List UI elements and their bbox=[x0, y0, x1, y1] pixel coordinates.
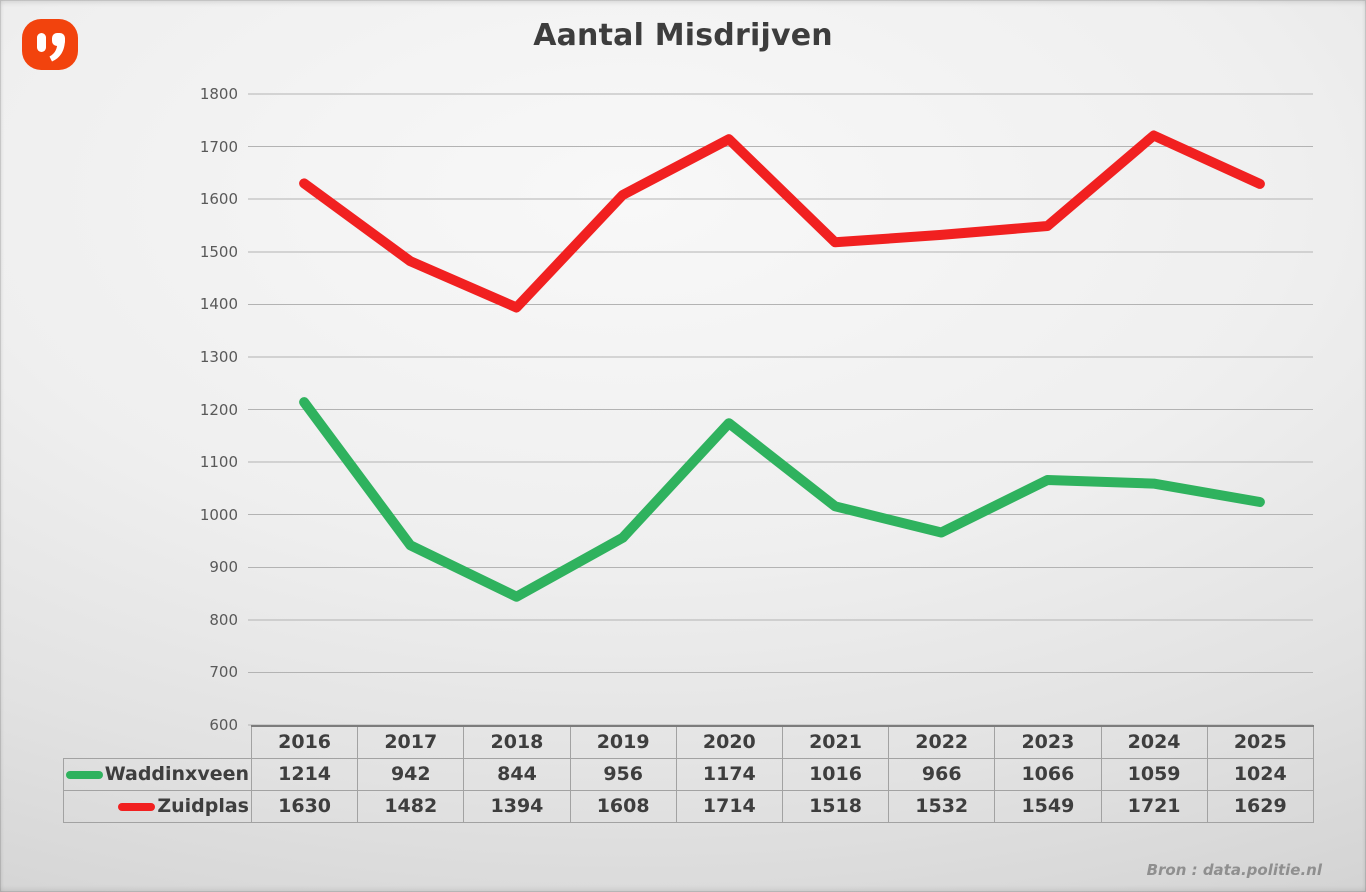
value-cell: 942 bbox=[357, 758, 465, 791]
series-line-zuidplas bbox=[299, 130, 1265, 313]
series-line-waddinxveen bbox=[299, 397, 1265, 602]
value-cell: 1482 bbox=[357, 790, 465, 823]
year-header-cell: 2023 bbox=[994, 725, 1102, 759]
source-note: Bron : data.politie.nl bbox=[1146, 861, 1322, 879]
table-row-zuidplas: Zuidplas 1630 1482 1394 1608 1714 1518 1532 1549… bbox=[63, 790, 1314, 823]
year-header-cell: 2025 bbox=[1206, 725, 1314, 759]
y-axis-tick-label: 1600 bbox=[199, 190, 238, 209]
value-cell: 844 bbox=[463, 758, 571, 791]
brand-logo bbox=[22, 19, 78, 70]
value-cell: 1024 bbox=[1206, 758, 1314, 791]
row-header-cell: Waddinxveen bbox=[63, 758, 252, 791]
y-axis-tick-label: 1700 bbox=[199, 137, 238, 156]
y-axis-tick-label: 1200 bbox=[199, 400, 238, 419]
table-row-waddinxveen: Waddinxveen 1214 942 844 956 1174 1016 966 1066 1… bbox=[63, 758, 1314, 791]
value-cell: 1394 bbox=[463, 790, 571, 823]
value-cell: 1721 bbox=[1100, 790, 1208, 823]
value-cell: 1174 bbox=[675, 758, 783, 791]
table-header-row: 2016 2017 2018 2019 2020 2021 2022 2023 2024 2025 bbox=[64, 725, 1314, 759]
ij-logo-icon bbox=[22, 19, 78, 70]
series-name-label: Zuidplas bbox=[157, 795, 249, 817]
year-header-cell: 2018 bbox=[463, 725, 571, 759]
year-header-cell: 2024 bbox=[1100, 725, 1208, 759]
value-cell: 1714 bbox=[675, 790, 783, 823]
year-header-cell: 2017 bbox=[357, 725, 465, 759]
y-axis-tick-label: 1400 bbox=[199, 295, 238, 314]
page-title: Aantal Misdrijven bbox=[533, 18, 833, 53]
legend-swatch-zuidplas bbox=[118, 802, 156, 811]
value-cell: 966 bbox=[888, 758, 996, 791]
y-axis-tick-label: 1500 bbox=[199, 242, 238, 261]
value-cell: 1066 bbox=[994, 758, 1102, 791]
year-header-cell: 2022 bbox=[888, 725, 996, 759]
value-cell: 1532 bbox=[888, 790, 996, 823]
series-name-label: Waddinxveen bbox=[104, 763, 249, 785]
value-cell: 1214 bbox=[250, 758, 359, 791]
value-cell: 1016 bbox=[781, 758, 890, 791]
value-cell: 1549 bbox=[994, 790, 1102, 823]
y-axis-tick-label: 600 bbox=[209, 716, 238, 734]
y-axis-tick-label: 1800 bbox=[199, 85, 238, 103]
data-table: 2016 2017 2018 2019 2020 2021 2022 2023 2024 2025… bbox=[63, 725, 1314, 823]
year-header-cell: 2019 bbox=[569, 725, 677, 759]
y-axis-tick-label: 700 bbox=[209, 663, 238, 682]
y-axis-tick-label: 900 bbox=[209, 558, 238, 577]
year-header-cell: 2020 bbox=[675, 725, 783, 759]
y-axis-tick-label: 1300 bbox=[199, 347, 238, 366]
legend-swatch-waddinxveen bbox=[65, 770, 103, 779]
value-cell: 1630 bbox=[250, 790, 359, 823]
y-axis-tick-label: 800 bbox=[209, 610, 238, 629]
value-cell: 1629 bbox=[1206, 790, 1314, 823]
year-header-cell: 2021 bbox=[781, 725, 890, 759]
row-header-cell: Zuidplas bbox=[63, 790, 252, 823]
value-cell: 1608 bbox=[569, 790, 677, 823]
value-cell: 1059 bbox=[1100, 758, 1208, 791]
year-header-cell: 2016 bbox=[250, 725, 359, 759]
value-cell: 956 bbox=[569, 758, 677, 791]
value-cell: 1518 bbox=[781, 790, 890, 823]
y-axis-tick-label: 1100 bbox=[199, 453, 238, 472]
y-axis-tick-label: 1000 bbox=[199, 505, 238, 524]
